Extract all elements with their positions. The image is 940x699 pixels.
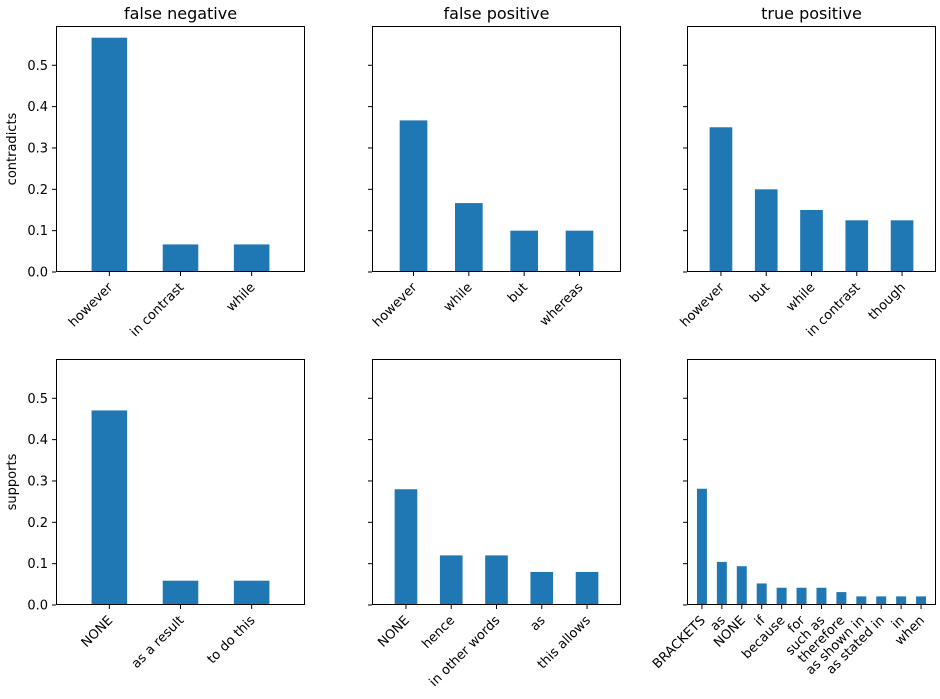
x-tick-label: whereas: [537, 280, 586, 329]
y-tick-label: 0.0: [27, 266, 48, 281]
bar: [510, 230, 538, 272]
axes-frame: [56, 26, 305, 272]
bar: [91, 37, 128, 273]
bar: [530, 571, 554, 605]
x-tick-label: but: [747, 280, 773, 306]
bar: [162, 244, 199, 272]
bar: [890, 220, 914, 272]
axes-frame: [56, 359, 305, 605]
bar: [709, 127, 733, 272]
x-tick-label: BRACKETS: [650, 613, 709, 672]
y-tick-label: 0.0: [27, 599, 48, 614]
x-tick-label: to do this: [205, 613, 259, 667]
y-tick-label: 0.4: [27, 100, 48, 115]
subplot-title: false positive: [444, 4, 550, 23]
x-tick-label: as a result: [129, 613, 188, 672]
axes-frame: [687, 26, 936, 272]
x-tick-label: while: [784, 280, 819, 315]
bar: [91, 410, 128, 605]
subplot-title: false negative: [124, 4, 237, 23]
y-tick-label: 0.3: [27, 141, 48, 156]
x-tick-label: while: [224, 280, 259, 315]
y-tick-label: 0.4: [27, 433, 48, 448]
x-tick-label: however: [678, 280, 729, 331]
x-tick-label: NONE: [79, 613, 116, 650]
bar: [575, 571, 599, 605]
x-tick-label: hence: [419, 613, 458, 652]
bar: [796, 587, 807, 605]
subplot-2: however while but whereas false positive: [368, 4, 621, 330]
axes-frame: [687, 359, 936, 605]
y-tick-label: 0.1: [27, 557, 48, 572]
bar: [455, 203, 483, 272]
bar: [399, 120, 428, 272]
bar: [856, 596, 867, 605]
x-tick-label: however: [66, 280, 117, 331]
y-axis-label: contradicts: [5, 112, 20, 185]
bar: [836, 592, 847, 605]
bar: [485, 555, 508, 605]
bar: [696, 488, 707, 605]
x-tick-label: but: [505, 280, 531, 306]
bar: [565, 230, 594, 272]
x-tick-label: as: [528, 613, 549, 634]
x-tick-label: in contrast: [128, 280, 188, 340]
y-axis-label: supports: [5, 453, 20, 510]
bar: [845, 220, 869, 272]
y-tick-label: 0.2: [27, 516, 48, 531]
bar: [896, 596, 907, 605]
x-tick-label: however: [370, 280, 421, 331]
bar: [736, 566, 747, 605]
bar: [756, 583, 767, 605]
bar: [776, 587, 787, 605]
bar: [754, 189, 778, 272]
y-tick-label: 0.3: [27, 474, 48, 489]
y-tick-label: 0.1: [27, 224, 48, 239]
bar: [233, 244, 270, 272]
x-tick-label: though: [866, 280, 909, 323]
bar: [716, 561, 727, 605]
x-tick-label: while: [441, 280, 476, 315]
bar: [394, 489, 418, 605]
bar: [800, 209, 823, 272]
bar: [816, 587, 827, 605]
subplot-4: NONE as a result to do this 0.0 0.1 0.2 0.3 0.4…: [5, 359, 305, 672]
bar: [162, 580, 199, 605]
subplot-title: true positive: [761, 4, 862, 23]
y-tick-label: 0.5: [27, 59, 48, 74]
bar: [233, 580, 270, 605]
bar: [916, 596, 927, 605]
subplot-1: however in contrast while 0.0 0.1 0.2 0.3 0.4 0.…: [5, 4, 305, 340]
bar: [876, 596, 887, 605]
axes-frame: [372, 26, 621, 272]
bar: [439, 555, 463, 605]
x-tick-label: NONE: [375, 613, 412, 650]
y-tick-label: 0.5: [27, 392, 48, 407]
y-tick-label: 0.2: [27, 183, 48, 198]
axes-frame: [372, 359, 621, 605]
